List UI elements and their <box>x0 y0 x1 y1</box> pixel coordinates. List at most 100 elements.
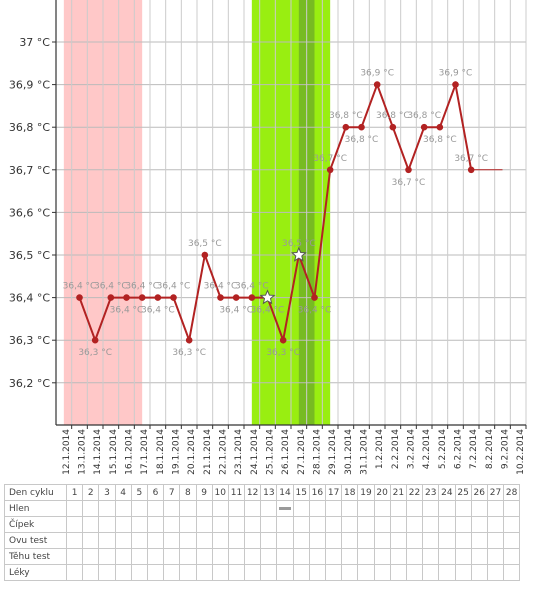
table-cell[interactable] <box>260 564 278 581</box>
table-cell[interactable] <box>373 548 391 565</box>
table-cell[interactable] <box>341 500 359 517</box>
table-cell[interactable] <box>211 500 229 517</box>
table-cell[interactable] <box>470 564 488 581</box>
table-cell[interactable] <box>292 516 310 533</box>
table-cell[interactable] <box>211 516 229 533</box>
table-cell[interactable] <box>292 564 310 581</box>
table-cell[interactable] <box>227 564 246 581</box>
table-cell[interactable] <box>211 564 229 581</box>
table-cell[interactable] <box>373 500 391 517</box>
table-cell[interactable] <box>324 532 343 549</box>
table-cell[interactable] <box>503 564 521 581</box>
table-cell[interactable] <box>260 500 278 517</box>
table-cell[interactable] <box>179 500 197 517</box>
table-cell[interactable] <box>195 500 213 517</box>
table-cell[interactable] <box>503 516 521 533</box>
table-cell[interactable] <box>98 548 116 565</box>
table-cell[interactable] <box>82 564 100 581</box>
table-cell[interactable] <box>405 548 424 565</box>
table-cell[interactable] <box>114 500 132 517</box>
table-cell[interactable] <box>324 500 343 517</box>
table-cell[interactable] <box>422 564 440 581</box>
table-cell[interactable] <box>82 500 100 517</box>
table-cell[interactable] <box>195 548 213 565</box>
table-cell[interactable] <box>438 500 456 517</box>
table-cell[interactable] <box>341 516 359 533</box>
table-cell[interactable] <box>324 516 343 533</box>
table-cell[interactable] <box>98 564 116 581</box>
table-cell[interactable] <box>260 532 278 549</box>
table-cell[interactable] <box>292 500 310 517</box>
table-cell[interactable] <box>130 548 148 565</box>
table-cell[interactable] <box>276 516 294 533</box>
table-cell[interactable] <box>211 532 229 549</box>
table-cell[interactable] <box>308 548 327 565</box>
table-cell[interactable] <box>244 564 262 581</box>
table-cell[interactable] <box>357 548 375 565</box>
table-cell[interactable] <box>82 548 100 565</box>
table-cell[interactable] <box>195 532 213 549</box>
table-cell[interactable] <box>260 548 278 565</box>
table-cell[interactable] <box>422 516 440 533</box>
table-cell[interactable] <box>276 500 294 517</box>
table-cell[interactable] <box>130 532 148 549</box>
table-cell[interactable] <box>244 532 262 549</box>
table-cell[interactable] <box>438 532 456 549</box>
table-cell[interactable] <box>146 548 165 565</box>
table-cell[interactable] <box>82 516 100 533</box>
table-cell[interactable] <box>308 564 327 581</box>
table-cell[interactable] <box>65 548 84 565</box>
table-cell[interactable] <box>276 564 294 581</box>
table-cell[interactable] <box>341 564 359 581</box>
table-cell[interactable] <box>146 516 165 533</box>
table-cell[interactable] <box>405 516 424 533</box>
table-cell[interactable] <box>130 564 148 581</box>
table-cell[interactable] <box>130 500 148 517</box>
table-cell[interactable] <box>65 564 84 581</box>
table-cell[interactable] <box>422 500 440 517</box>
table-cell[interactable] <box>114 548 132 565</box>
table-cell[interactable] <box>227 532 246 549</box>
table-cell[interactable] <box>130 516 148 533</box>
table-cell[interactable] <box>438 564 456 581</box>
table-cell[interactable] <box>454 516 472 533</box>
table-cell[interactable] <box>65 500 84 517</box>
table-cell[interactable] <box>227 516 246 533</box>
table-cell[interactable] <box>389 532 407 549</box>
table-cell[interactable] <box>308 516 327 533</box>
table-cell[interactable] <box>292 548 310 565</box>
table-cell[interactable] <box>98 516 116 533</box>
table-cell[interactable] <box>179 548 197 565</box>
table-cell[interactable] <box>98 532 116 549</box>
table-cell[interactable] <box>195 516 213 533</box>
table-cell[interactable] <box>470 532 488 549</box>
table-cell[interactable] <box>470 500 488 517</box>
table-cell[interactable] <box>470 516 488 533</box>
table-cell[interactable] <box>308 532 327 549</box>
table-cell[interactable] <box>503 548 521 565</box>
table-cell[interactable] <box>357 532 375 549</box>
table-cell[interactable] <box>470 548 488 565</box>
table-cell[interactable] <box>438 516 456 533</box>
table-cell[interactable] <box>244 500 262 517</box>
table-cell[interactable] <box>163 500 181 517</box>
table-cell[interactable] <box>244 516 262 533</box>
table-cell[interactable] <box>146 500 165 517</box>
table-cell[interactable] <box>65 516 84 533</box>
table-cell[interactable] <box>195 564 213 581</box>
table-cell[interactable] <box>276 548 294 565</box>
table-cell[interactable] <box>454 500 472 517</box>
table-cell[interactable] <box>486 532 505 549</box>
table-cell[interactable] <box>163 532 181 549</box>
table-cell[interactable] <box>503 532 521 549</box>
table-cell[interactable] <box>357 564 375 581</box>
table-cell[interactable] <box>486 548 505 565</box>
table-cell[interactable] <box>389 548 407 565</box>
table-cell[interactable] <box>163 564 181 581</box>
table-cell[interactable] <box>486 516 505 533</box>
table-cell[interactable] <box>357 500 375 517</box>
table-cell[interactable] <box>389 564 407 581</box>
table-cell[interactable] <box>454 548 472 565</box>
table-cell[interactable] <box>422 532 440 549</box>
table-cell[interactable] <box>227 548 246 565</box>
